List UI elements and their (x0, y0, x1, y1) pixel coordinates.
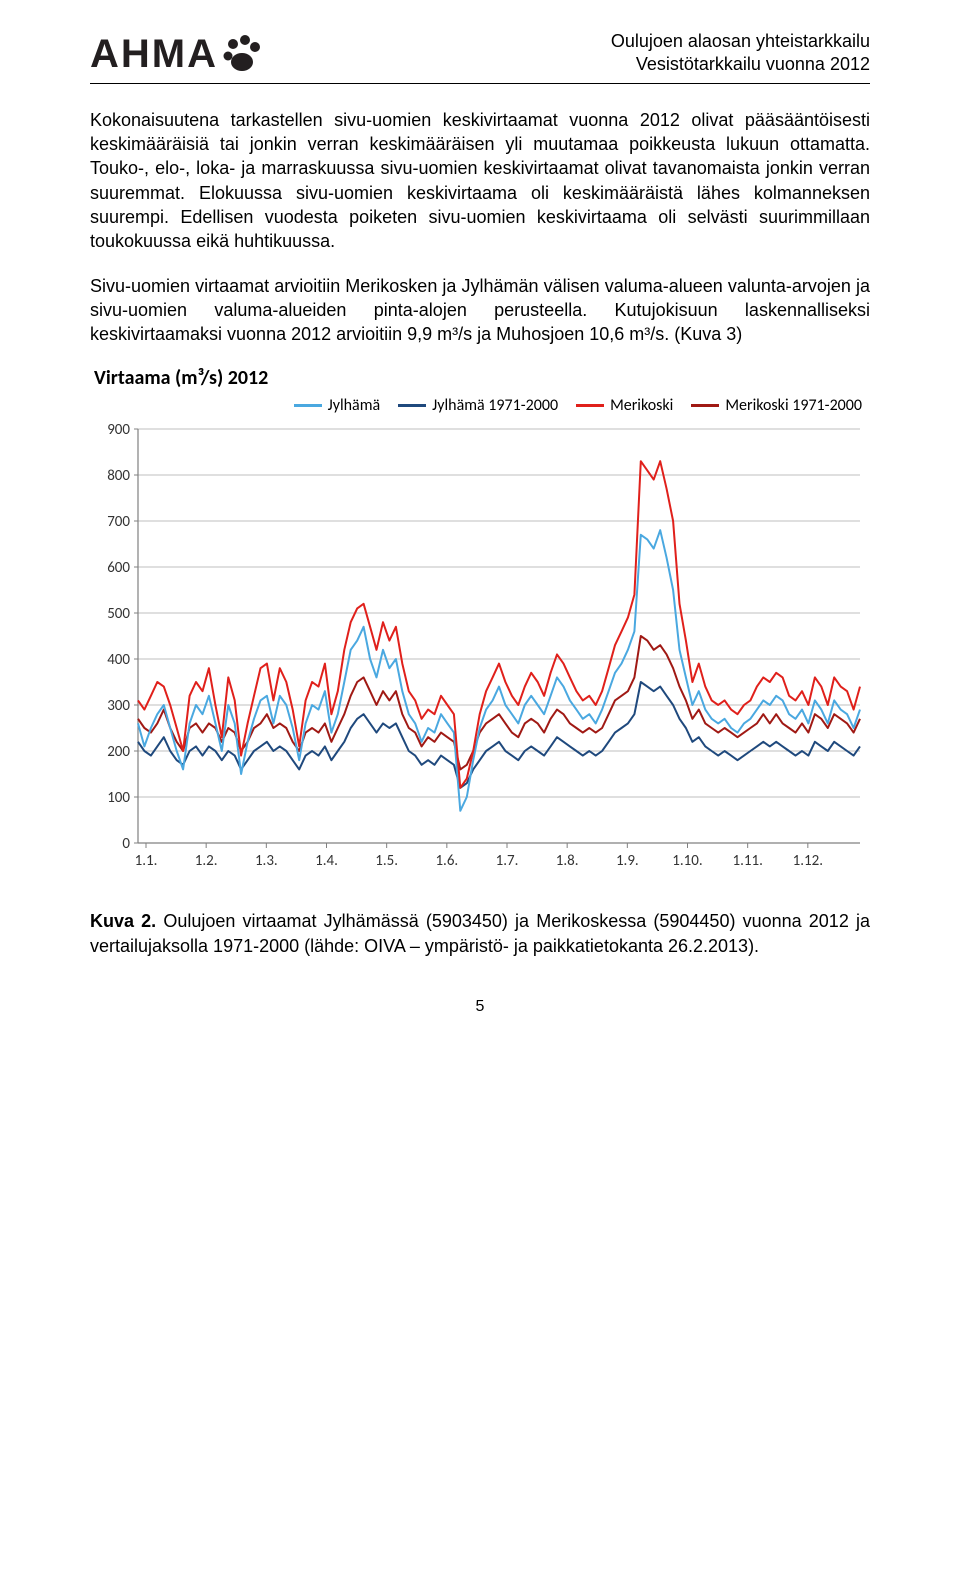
legend-label: Merikoski (610, 396, 673, 415)
svg-text:500: 500 (107, 605, 130, 623)
svg-text:900: 900 (107, 421, 130, 439)
svg-text:1.1.: 1.1. (135, 852, 158, 870)
figure-caption: Kuva 2. Oulujoen virtaamat Jylhämässä (5… (90, 909, 870, 958)
paragraph-1: Kokonaisuutena tarkastellen sivu-uomien … (90, 108, 870, 254)
legend-label: Jylhämä (328, 396, 381, 415)
legend-label: Jylhämä 1971-2000 (432, 396, 558, 415)
svg-text:0: 0 (122, 835, 130, 853)
svg-text:1.2.: 1.2. (195, 852, 218, 870)
header-right: Oulujoen alaosan yhteistarkkailu Vesistö… (611, 30, 870, 77)
legend-swatch (691, 404, 719, 407)
svg-text:400: 400 (107, 651, 130, 669)
svg-text:1.11.: 1.11. (732, 852, 762, 870)
legend-swatch (576, 404, 604, 407)
chart-legend: Jylhämä Jylhämä 1971-2000 Merikoski Merikos… (90, 396, 870, 415)
legend-swatch (398, 404, 426, 407)
logo: AHMA (90, 32, 264, 77)
svg-text:600: 600 (107, 559, 130, 577)
svg-text:1.10.: 1.10. (672, 852, 702, 870)
svg-text:800: 800 (107, 467, 130, 485)
legend-label: Merikoski 1971-2000 (725, 396, 862, 415)
paragraph-2: Sivu-uomien virtaamat arvioitiin Merikos… (90, 274, 870, 347)
svg-text:1.6.: 1.6. (435, 852, 458, 870)
svg-text:200: 200 (107, 743, 130, 761)
page-number: 5 (90, 998, 870, 1016)
caption-label: Kuva 2. (90, 911, 156, 931)
svg-text:700: 700 (107, 513, 130, 531)
header-line-1: Oulujoen alaosan yhteistarkkailu (611, 30, 870, 53)
paw-icon (220, 32, 264, 76)
svg-text:1.4.: 1.4. (315, 852, 338, 870)
svg-text:1.7.: 1.7. (496, 852, 519, 870)
caption-text: Oulujoen virtaamat Jylhämässä (5903450) … (90, 911, 870, 955)
logo-text: AHMA (90, 32, 218, 77)
svg-text:100: 100 (107, 789, 130, 807)
legend-item: Merikoski (576, 396, 673, 415)
svg-text:1.3.: 1.3. (255, 852, 278, 870)
flow-chart: 0 100 200 300 400 500 600 700 800 900 1.1. 1.2. 1.3.… (90, 419, 870, 879)
page-header: AHMA Oulujoen alaosan yhteistarkkailu Ve… (90, 30, 870, 77)
chart-title: Virtaama (m³/s) 2012 (94, 366, 870, 390)
legend-item: Merikoski 1971-2000 (691, 396, 862, 415)
legend-item: Jylhämä (294, 396, 381, 415)
legend-item: Jylhämä 1971-2000 (398, 396, 558, 415)
svg-text:1.12.: 1.12. (793, 852, 823, 870)
header-rule (90, 83, 870, 84)
header-line-2: Vesistötarkkailu vuonna 2012 (611, 53, 870, 76)
svg-text:1.5.: 1.5. (375, 852, 398, 870)
svg-text:1.9.: 1.9. (616, 852, 639, 870)
legend-swatch (294, 404, 322, 407)
svg-text:1.8.: 1.8. (556, 852, 579, 870)
svg-text:300: 300 (107, 697, 130, 715)
